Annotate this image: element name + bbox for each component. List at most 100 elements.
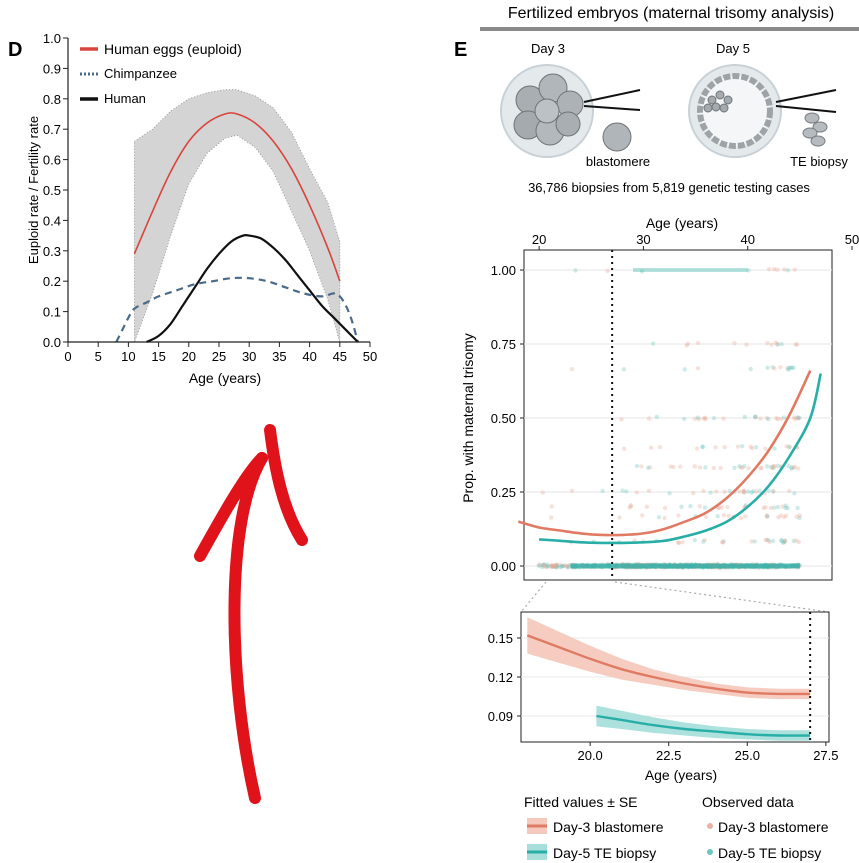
- red-arrow-left-head: [194, 452, 268, 562]
- e-observed-point-day3: [763, 505, 768, 510]
- e-observed-point-day3: [549, 515, 554, 520]
- e-top-x-tick-label: 20: [532, 232, 546, 247]
- panel-e-label: E: [454, 39, 467, 61]
- e-observed-point-day5: [788, 365, 793, 370]
- e-observed-point-day5: [782, 538, 788, 543]
- inset-se-bands: [527, 617, 811, 741]
- e-observed-point-day3: [697, 465, 703, 470]
- e-observed-point-day5: [787, 444, 792, 450]
- e-observed-point-day3: [552, 564, 558, 569]
- e-observed-point-day3: [769, 465, 775, 471]
- e-observed-point-day3: [662, 515, 667, 521]
- e-observed-point-day5: [771, 465, 776, 471]
- e-observed-point-day3: [622, 446, 627, 451]
- e-observed-point-day3: [644, 504, 650, 509]
- red-arrow-right-head: [264, 424, 308, 546]
- e-observed-point-day3: [775, 341, 780, 347]
- legend-label-day5-fitted: Day-5 TE biopsy: [553, 845, 656, 861]
- e-observed-point-day3: [720, 539, 725, 545]
- e-observed-point-day3: [720, 540, 725, 545]
- inset-se-band-day3: [527, 617, 811, 700]
- e-observed-point-day3: [746, 466, 751, 471]
- e-observed-point-day3: [775, 416, 780, 422]
- e-observed-point-day3: [771, 488, 776, 494]
- e-observed-point-day5: [775, 463, 781, 468]
- e-observed-point-day5: [785, 505, 790, 511]
- e-observed-point-day5: [746, 489, 751, 494]
- e-observed-point-day5: [766, 416, 771, 422]
- e-observed-point-day5: [786, 367, 791, 372]
- e-fit-line-day3: [517, 370, 812, 537]
- d-x-ticks: 0 5 10 15 20 25 30 35 40 45 50: [64, 342, 377, 364]
- e-observed-point-day5: [771, 489, 776, 494]
- e-observed-point-day5: [770, 365, 775, 370]
- e-observed-point-day3: [778, 365, 783, 370]
- legend-label-day3-observed: Day-3 blastomere: [718, 819, 829, 835]
- e-observed-point-day5: [783, 503, 788, 508]
- e-fitted-lines: [517, 370, 822, 545]
- e-observed-point-day5: [742, 464, 747, 469]
- e-observed-point-day5: [772, 446, 777, 451]
- e-observed-point-day5: [727, 488, 732, 494]
- e-observed-point-day3: [703, 514, 709, 520]
- e-observed-point-day3: [764, 537, 770, 543]
- e-observed-point-day3: [542, 562, 547, 567]
- e-observed-point-day5: [780, 540, 786, 545]
- e-observed-point-day3: [553, 563, 558, 568]
- inset-fit-line-day5: [596, 714, 811, 737]
- e-observed-point-day3: [794, 342, 800, 347]
- e-observed-point-day3: [550, 564, 556, 569]
- e-observed-point-day3: [605, 268, 610, 274]
- e-observed-point-day3: [773, 340, 778, 345]
- e-observed-point-day5: [536, 563, 541, 568]
- e-observed-point-day5: [545, 564, 550, 569]
- e-observed-point-day3: [792, 267, 797, 272]
- d-x-tick-label: 0: [64, 349, 71, 364]
- e-legend: Fitted values ± SE Observed data Day-3 b…: [524, 794, 829, 861]
- e-observed-point-day5: [795, 505, 800, 511]
- e-observed-point-day3: [676, 540, 681, 545]
- e-observed-point-day5: [559, 564, 564, 569]
- e-observed-point-day3: [785, 365, 790, 371]
- e-observed-point-day3: [541, 563, 546, 568]
- inset-y-tick-label: 0.09: [488, 709, 513, 724]
- e-observed-point-day3: [748, 444, 753, 449]
- e-observed-point-day5: [795, 415, 800, 420]
- e-observed-point-day3: [627, 505, 632, 510]
- e-observed-point-day3: [695, 366, 701, 371]
- legend-dot-day3: [707, 823, 713, 829]
- e-observed-point-day5: [656, 515, 662, 520]
- e-observed-point-day5: [775, 504, 781, 510]
- e-observed-point-day5: [769, 464, 774, 470]
- d-confidence-band: [133, 89, 341, 343]
- e-observed-point-day3: [749, 539, 754, 544]
- e-observed-point-day3: [769, 342, 774, 347]
- e-observed-point-day3: [628, 504, 634, 509]
- e-observed-point-day3: [697, 504, 702, 509]
- e-observed-point-day5: [748, 366, 753, 372]
- e-observed-point-day5: [554, 564, 560, 569]
- e-observed-point-day3: [702, 537, 707, 543]
- e-observed-point-day3: [782, 539, 788, 544]
- e-observed-point-day3: [738, 465, 744, 470]
- e-observed-point-day5: [555, 563, 560, 568]
- e-observed-point-day3: [544, 564, 549, 570]
- inset-fit-line-day3: [526, 634, 811, 696]
- e-observed-point-day3: [722, 489, 727, 494]
- e-observed-point-day5: [781, 540, 787, 545]
- e-observed-point-day5: [715, 514, 720, 519]
- d-y-tick-label: 0.9: [43, 61, 61, 76]
- e-observed-point-day5: [770, 538, 776, 544]
- e-observed-point-day5: [742, 490, 747, 495]
- e-observed-point-day5: [682, 367, 687, 372]
- e-observed-point-day5: [645, 465, 651, 470]
- e-top-x-tick-label: 50: [845, 232, 859, 247]
- e-observed-point-day5: [797, 415, 802, 420]
- inset-connector-left: [520, 581, 547, 613]
- e-observed-point-day5: [551, 564, 556, 569]
- e-observed-point-day5: [573, 268, 578, 273]
- e-y-tick-label: 0.50: [491, 411, 516, 426]
- e-top-x-tick-label: 40: [740, 232, 754, 247]
- inset-connector-right: [614, 581, 830, 613]
- e-observed-point-day3: [565, 564, 570, 569]
